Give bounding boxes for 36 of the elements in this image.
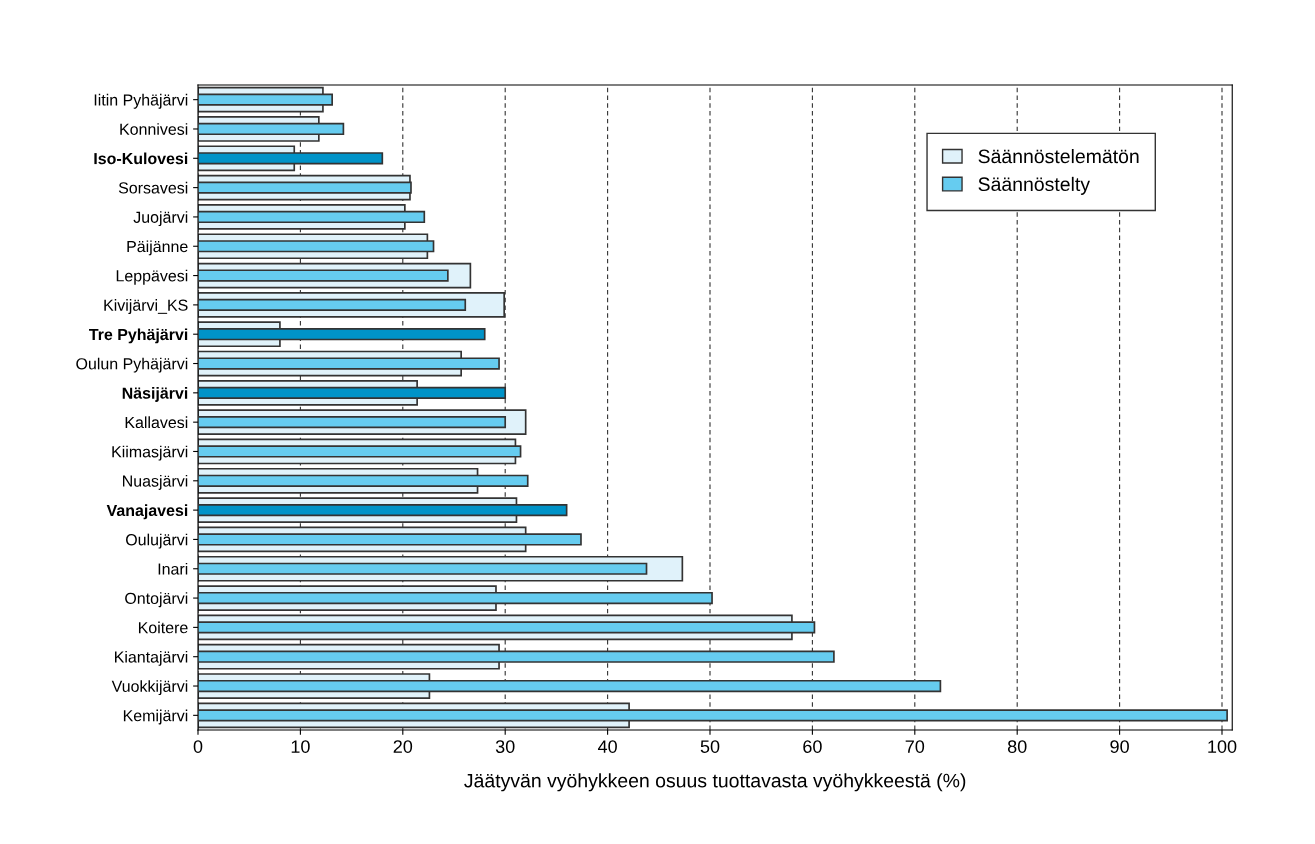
y-tick-label: Iitin Pyhäjärvi bbox=[94, 93, 188, 109]
y-tick-label: Inari bbox=[158, 562, 188, 575]
y-tick-label: Nuasjärvi bbox=[123, 475, 188, 490]
x-tick-label: 80 bbox=[1007, 740, 1027, 753]
y-tick-label: Oulun Pyhäjärvi bbox=[76, 357, 188, 373]
y-tick-label: Oulujärvi bbox=[126, 533, 188, 549]
y-tick-label: Vuokkijärvi bbox=[111, 680, 188, 696]
y-tick-label: Kiantajärvi bbox=[115, 650, 188, 666]
legend-label: Säännöstelty bbox=[978, 176, 1090, 195]
legend-label: Säännöstelemätön bbox=[978, 148, 1139, 164]
y-tick-label: Vanajavesi bbox=[106, 504, 188, 520]
y-tick-label: Kemijärvi bbox=[123, 709, 188, 725]
y-tick-label: Koitere bbox=[138, 621, 188, 634]
x-tick-label: 60 bbox=[803, 740, 822, 753]
x-axis-title: Jäätyvän vyöhykkeen osuus tuottavasta vyöhykkeestä (%) bbox=[464, 773, 966, 792]
y-tick-label: Sorsavesi bbox=[118, 181, 188, 194]
x-tick-label: 70 bbox=[905, 740, 925, 753]
x-tick-label: 40 bbox=[597, 740, 617, 753]
y-tick-label: Kallavesi bbox=[125, 416, 188, 429]
y-tick-label: Kivijärvi_KS bbox=[104, 299, 188, 314]
y-tick-label: Päijänne bbox=[127, 240, 188, 256]
y-tick-label: Tre Pyhäjärvi bbox=[89, 328, 188, 344]
x-tick-label: 50 bbox=[700, 740, 720, 753]
y-tick-label: Näsijärvi bbox=[122, 387, 188, 402]
x-tick-label: 100 bbox=[1208, 740, 1237, 753]
x-tick-label: 90 bbox=[1110, 740, 1129, 753]
y-tick-label: Iso-Kulovesi bbox=[94, 152, 188, 165]
y-tick-label: Leppävesi bbox=[116, 269, 188, 285]
x-tick-label: 20 bbox=[393, 740, 413, 753]
x-tick-label: 30 bbox=[495, 740, 515, 753]
x-tick-label: 10 bbox=[291, 740, 310, 753]
y-tick-label: Konnivesi bbox=[120, 123, 188, 135]
y-tick-label: Ontojärvi bbox=[125, 592, 188, 608]
y-tick-label: Juojärvi bbox=[133, 211, 188, 227]
y-tick-label: Kiimasjärvi bbox=[112, 445, 188, 461]
x-tick-label: 0 bbox=[193, 740, 203, 753]
